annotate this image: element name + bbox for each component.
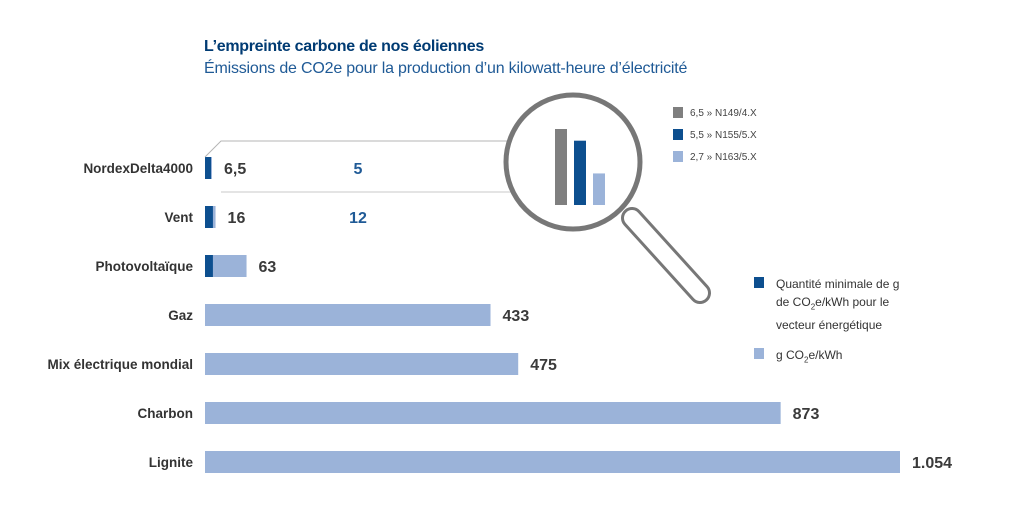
bar-total: [205, 304, 491, 326]
category-label: Gaz: [168, 308, 193, 323]
inset-legend-label: 5,5 » N155/5.X: [690, 130, 757, 141]
bar-total: [205, 353, 519, 375]
inset-bar: [574, 140, 586, 205]
bar-min: [205, 157, 211, 179]
min-value-label: 5: [354, 161, 363, 178]
legend-min-swatch: [754, 277, 764, 288]
legend-total-swatch: [754, 348, 764, 359]
magnifier-lens: [503, 92, 643, 232]
inset-bar: [593, 173, 605, 205]
category-label: Vent: [164, 210, 193, 225]
bar-total: [205, 451, 900, 473]
legend-total-label: g CO2e/kWh: [776, 348, 843, 365]
value-label: 1.054: [912, 455, 952, 472]
legend-min-line3: vecteur énergétique: [776, 318, 883, 333]
min-value-label: 12: [349, 210, 367, 227]
magnifier-handle: [624, 210, 708, 301]
inset-legend-label: 2,7 » N163/5.X: [690, 152, 757, 163]
legend-min: Quantité minimale de g de CO2e/kWh pour …: [754, 275, 899, 334]
legend-min-line1: Quantité minimale de g: [776, 277, 900, 291]
category-label: Charbon: [138, 406, 194, 421]
value-label: 475: [530, 357, 557, 374]
bar-total: [205, 255, 247, 277]
inset-legend-label: 6,5 » N149/4.X: [690, 108, 757, 119]
value-label: 6,5: [224, 161, 246, 178]
callout-line: [204, 140, 540, 158]
inset-bar: [555, 129, 567, 205]
inset-legend-swatch: [673, 129, 683, 140]
value-label: 873: [793, 406, 820, 423]
chart-title: L’empreinte carbone de nos éoliennes: [204, 38, 484, 55]
bar-min: [205, 255, 213, 277]
bar-total: [205, 402, 781, 424]
inset-legend-swatch: [673, 107, 683, 118]
category-label: Mix électrique mondial: [47, 357, 193, 372]
value-label: 16: [228, 210, 246, 227]
value-label: 63: [259, 259, 277, 276]
bar-min: [205, 206, 213, 228]
legend-min-line2: de CO2e/kWh pour le: [776, 295, 890, 312]
chart-subtitle: Émissions de CO2e pour la production d’u…: [204, 60, 688, 77]
category-label: Lignite: [149, 455, 194, 470]
category-label: NordexDelta4000: [83, 161, 193, 176]
category-label: Photovoltaïque: [96, 259, 194, 274]
inset-legend-swatch: [673, 151, 683, 162]
legend-total: g CO2e/kWh: [754, 346, 842, 369]
value-label: 433: [503, 308, 530, 325]
